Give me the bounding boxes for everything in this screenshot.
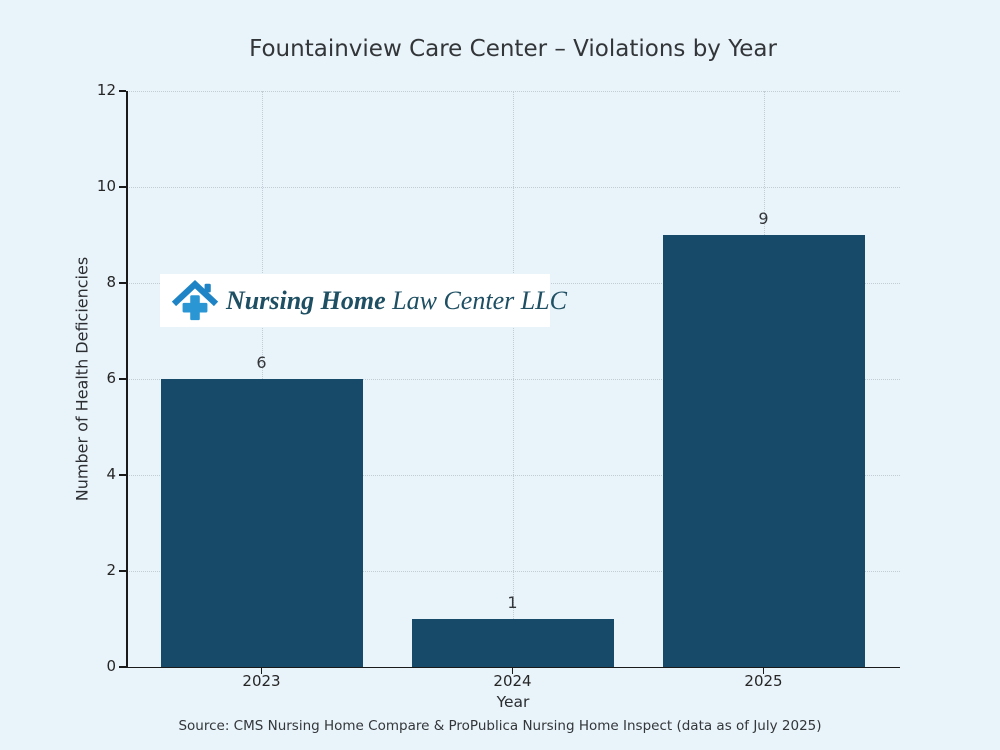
bar [662, 235, 865, 667]
y-tick-label: 4 [106, 465, 116, 483]
source-note: Source: CMS Nursing Home Compare & ProPu… [178, 718, 822, 734]
bar-value-label: 6 [256, 353, 267, 372]
x-tick-label: 2025 [744, 672, 783, 690]
bar [160, 379, 363, 667]
x-tick [260, 667, 263, 674]
y-tick [119, 666, 126, 668]
y-tick [119, 378, 126, 380]
y-tick [119, 90, 126, 92]
x-tick [511, 667, 514, 674]
y-tick [119, 474, 126, 476]
x-tick-label: 2024 [493, 672, 532, 690]
watermark-text-bold: Nursing Home [226, 285, 386, 315]
chart-title: Fountainview Care Center – Violations by… [249, 36, 777, 62]
y-tick [119, 570, 126, 572]
watermark-text-regular: Law Center LLC [385, 285, 567, 315]
bar-value-label: 1 [507, 593, 518, 612]
y-tick [119, 282, 126, 284]
bar-value-label: 9 [758, 209, 769, 228]
y-tick-label: 12 [96, 81, 116, 99]
y-tick [119, 186, 126, 188]
y-tick-label: 2 [106, 561, 116, 579]
x-axis-label: Year [496, 693, 530, 711]
bar [411, 619, 614, 667]
x-tick [762, 667, 765, 674]
gridline-v [512, 91, 514, 667]
x-tick-label: 2023 [242, 672, 281, 690]
y-tick-label: 10 [96, 177, 116, 195]
y-axis-label: Number of Health Deficiencies [72, 256, 92, 502]
y-axis-spine [126, 91, 128, 668]
y-tick-label: 6 [106, 369, 116, 387]
watermark-text: Nursing Home Law Center LLC [226, 286, 567, 316]
house-medical-cross-icon [171, 279, 219, 320]
y-tick-label: 8 [106, 273, 116, 291]
y-tick-label: 0 [106, 657, 116, 675]
watermark-logo: Nursing Home Law Center LLC [160, 274, 567, 327]
